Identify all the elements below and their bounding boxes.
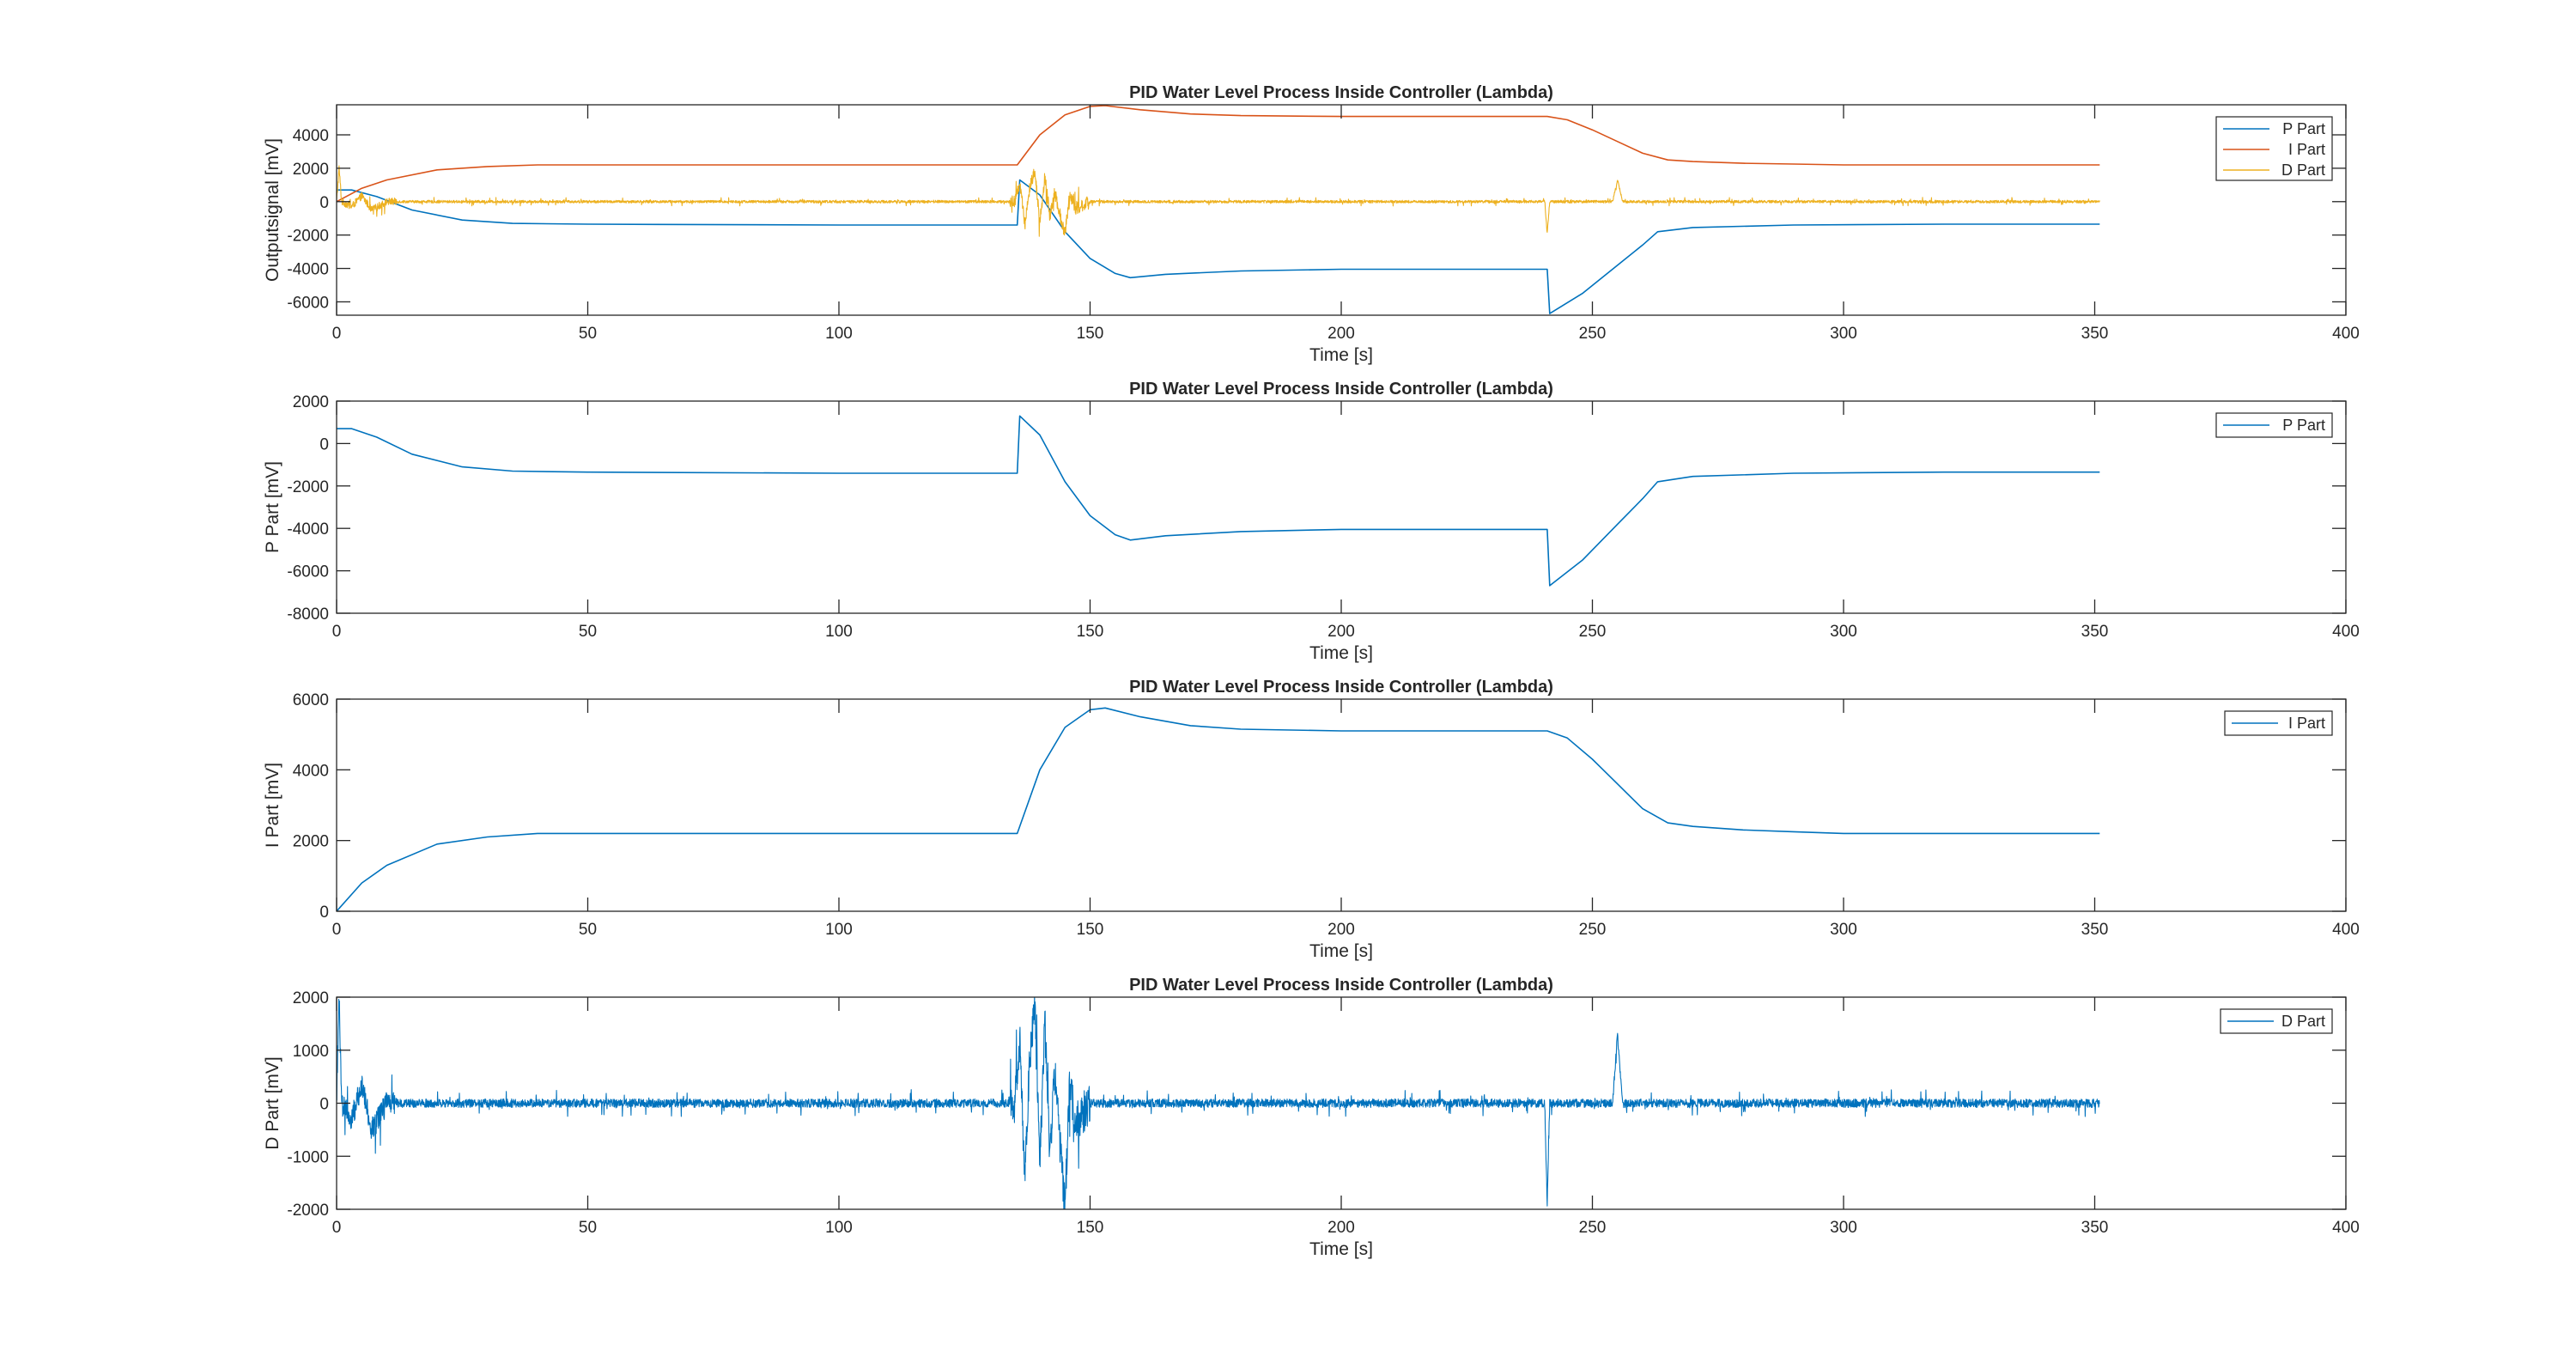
plot-area [337,105,2346,315]
plot-area [337,699,2346,911]
chart-panel-2: 0 50 100 150 200 250 300 350 400 -8000 -6000 -4000 -… [263,380,2360,663]
legend-entry: D Part [2281,161,2325,179]
x-tick-label: 300 [1830,325,1857,343]
x-tick-label: 300 [1830,623,1857,641]
x-tick-label: 200 [1327,325,1355,343]
x-tick-label: 200 [1327,623,1355,641]
y-tick-label: -2000 [287,228,329,246]
legend-box [2224,710,2333,736]
y-tick-label: -6000 [287,563,329,581]
x-tick-label: 50 [579,623,597,641]
x-tick-label: 0 [332,921,342,939]
plot-area [337,401,2346,613]
x-tick-label: 250 [1579,921,1607,939]
x-tick-label: 250 [1579,325,1607,343]
series-line-p-part [337,179,2100,314]
y-tick-label: -4000 [287,520,329,539]
legend-entry: P Part [2282,120,2325,137]
x-tick-label: 300 [1830,921,1857,939]
series-line-i-part [337,707,2100,911]
x-tick-label: 150 [1077,921,1104,939]
x-tick-label: 150 [1077,325,1104,343]
legend: I Part [2224,710,2333,736]
y-tick-label: 6000 [293,691,329,709]
y-tick-label: -4000 [287,261,329,279]
x-tick-label: 0 [332,1219,342,1237]
legend-box [2215,116,2333,181]
x-axis-label: Time [s] [1309,1239,1373,1259]
y-tick-label: -6000 [287,294,329,312]
y-tick-label: -2000 [287,478,329,496]
x-tick-label: 50 [579,1219,597,1237]
x-tick-label: 400 [2332,623,2360,641]
y-tick-label: 0 [319,904,329,922]
x-tick-label: 150 [1077,1219,1104,1237]
x-tick-label: 350 [2081,623,2109,641]
chart-panel-4: 0 50 100 150 200 250 300 350 400 -2000 -1000 0 1000 2… [263,976,2360,1259]
x-tick-label: 100 [825,623,853,641]
series-line-p-part [337,415,2100,587]
x-tick-label: 200 [1327,921,1355,939]
x-tick-label: 100 [825,325,853,343]
x-axis-label: Time [s] [1309,345,1373,365]
x-axis-label: Time [s] [1309,643,1373,663]
y-tick-label: -1000 [287,1148,329,1166]
x-tick-label: 250 [1579,623,1607,641]
y-tick-label: 4000 [293,127,329,145]
y-tick-label: 0 [319,194,329,212]
chart-title: PID Water Level Process Inside Controlle… [1129,678,1553,697]
y-tick-label: -2000 [287,1202,329,1220]
chart-panel-3: 0 50 100 150 200 250 300 350 4000200040006000PID… [263,678,2360,961]
legend: P Part I Part D Part [2215,116,2333,181]
x-tick-label: 350 [2081,921,2109,939]
y-tick-label: 0 [319,1096,329,1114]
x-tick-label: 150 [1077,623,1104,641]
series-line-d-part [337,165,2100,237]
chart-title: PID Water Level Process Inside Controlle… [1129,83,1553,102]
x-tick-label: 200 [1327,1219,1355,1237]
y-axis-label: I Part [mV] [263,763,283,848]
chart-panel-1: 0 50 100 150 200 250 300 350 400 -6000 -4000 -2000 0… [263,83,2360,365]
y-axis-label: P Part [mV] [263,461,283,553]
legend-entry: P Part [2282,417,2325,434]
y-tick-label: 1000 [293,1043,329,1061]
series-line-d-part [337,997,2100,1209]
x-tick-label: 100 [825,921,853,939]
x-tick-label: 350 [2081,325,2109,343]
y-tick-label: 2000 [293,161,329,179]
x-tick-label: 400 [2332,1219,2360,1237]
x-tick-label: 0 [332,623,342,641]
y-tick-label: 2000 [293,833,329,851]
series-line-i-part [337,105,2100,203]
x-tick-label: 300 [1830,1219,1857,1237]
legend-entry: D Part [2281,1013,2325,1030]
chart-title: PID Water Level Process Inside Controlle… [1129,976,1553,995]
chart-title: PID Water Level Process Inside Controlle… [1129,380,1553,399]
y-axis-label: Outputsignal [mV] [263,138,283,282]
y-tick-label: 4000 [293,762,329,780]
x-tick-label: 100 [825,1219,853,1237]
legend: D Part [2220,1008,2333,1034]
x-axis-label: Time [s] [1309,941,1373,961]
legend-entry: I Part [2288,715,2325,732]
y-tick-label: 2000 [293,393,329,411]
x-tick-label: 400 [2332,325,2360,343]
x-tick-label: 350 [2081,1219,2109,1237]
x-tick-label: 50 [579,921,597,939]
x-tick-label: 0 [332,325,342,343]
y-tick-label: -8000 [287,606,329,624]
x-tick-label: 250 [1579,1219,1607,1237]
x-tick-label: 400 [2332,921,2360,939]
y-axis-label: D Part [mV] [263,1056,283,1150]
y-tick-label: 2000 [293,989,329,1007]
x-tick-label: 50 [579,325,597,343]
legend-entry: I Part [2288,141,2325,158]
legend: P Part [2215,412,2333,438]
y-tick-label: 0 [319,435,329,453]
